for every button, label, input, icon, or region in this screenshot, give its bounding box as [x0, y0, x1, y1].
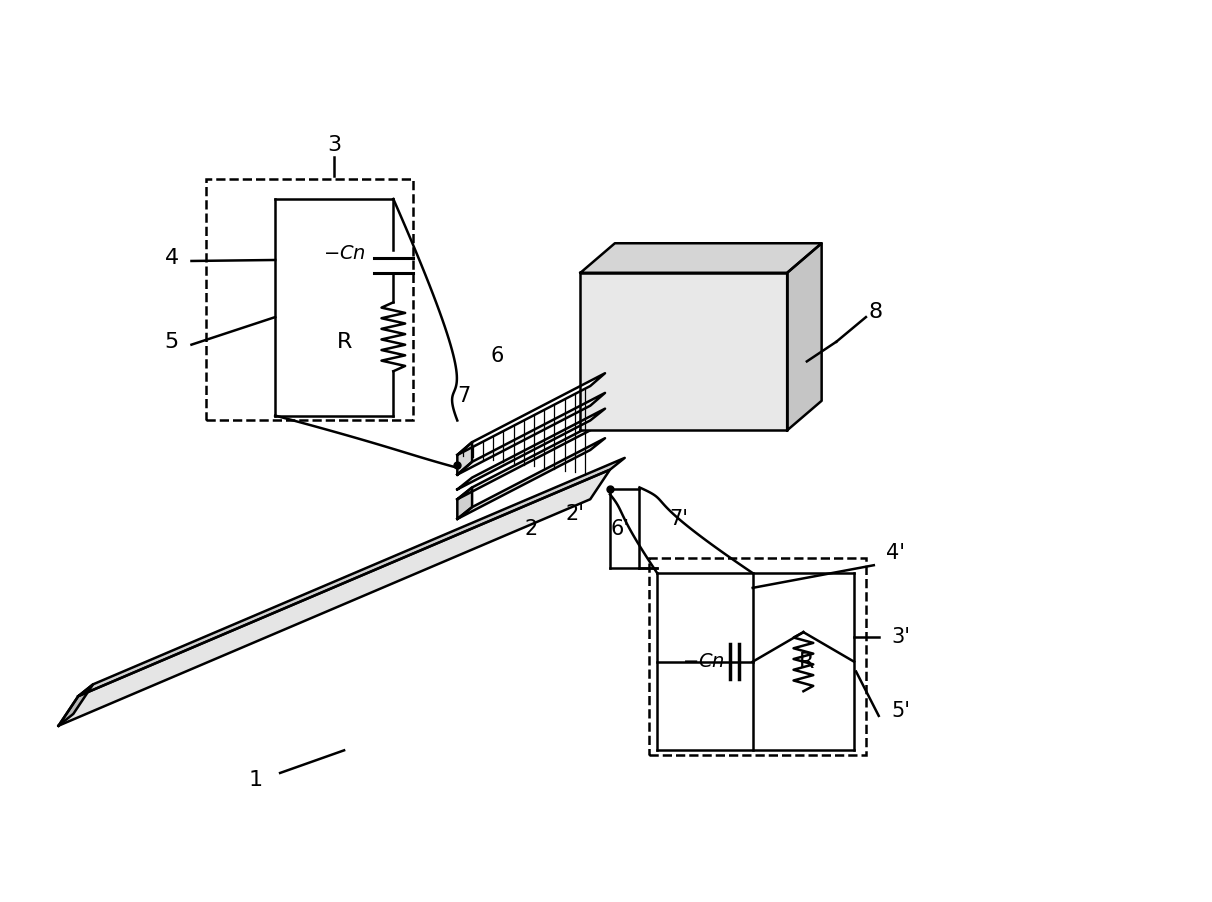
Text: 8: 8: [869, 302, 882, 322]
Polygon shape: [457, 373, 605, 455]
Polygon shape: [457, 409, 605, 490]
Polygon shape: [581, 244, 822, 272]
Text: 6': 6': [610, 519, 629, 538]
Text: 6: 6: [490, 346, 503, 366]
Polygon shape: [457, 487, 473, 519]
Polygon shape: [787, 244, 822, 430]
Text: $-Cn$: $-Cn$: [682, 652, 725, 671]
Text: 2': 2': [566, 504, 585, 524]
Text: 3': 3': [891, 627, 910, 647]
Text: 2: 2: [525, 519, 538, 538]
Polygon shape: [58, 685, 93, 726]
Text: 4: 4: [165, 248, 179, 268]
Text: 1: 1: [248, 770, 263, 790]
Text: 5: 5: [165, 332, 179, 352]
Polygon shape: [457, 438, 605, 519]
Text: 4': 4': [886, 543, 905, 564]
Text: 3: 3: [327, 134, 342, 155]
Bar: [206, 179, 413, 420]
Polygon shape: [58, 470, 610, 726]
Polygon shape: [581, 272, 787, 430]
Bar: [650, 558, 865, 755]
Polygon shape: [79, 458, 624, 696]
Text: R: R: [799, 652, 814, 672]
Polygon shape: [457, 393, 605, 474]
Polygon shape: [457, 419, 605, 499]
Text: R: R: [337, 332, 351, 352]
Text: $-Cn$: $-Cn$: [322, 244, 366, 262]
Text: 7': 7': [669, 509, 688, 529]
Text: 7: 7: [458, 386, 470, 406]
Polygon shape: [457, 442, 473, 474]
Text: 5': 5': [891, 701, 910, 721]
